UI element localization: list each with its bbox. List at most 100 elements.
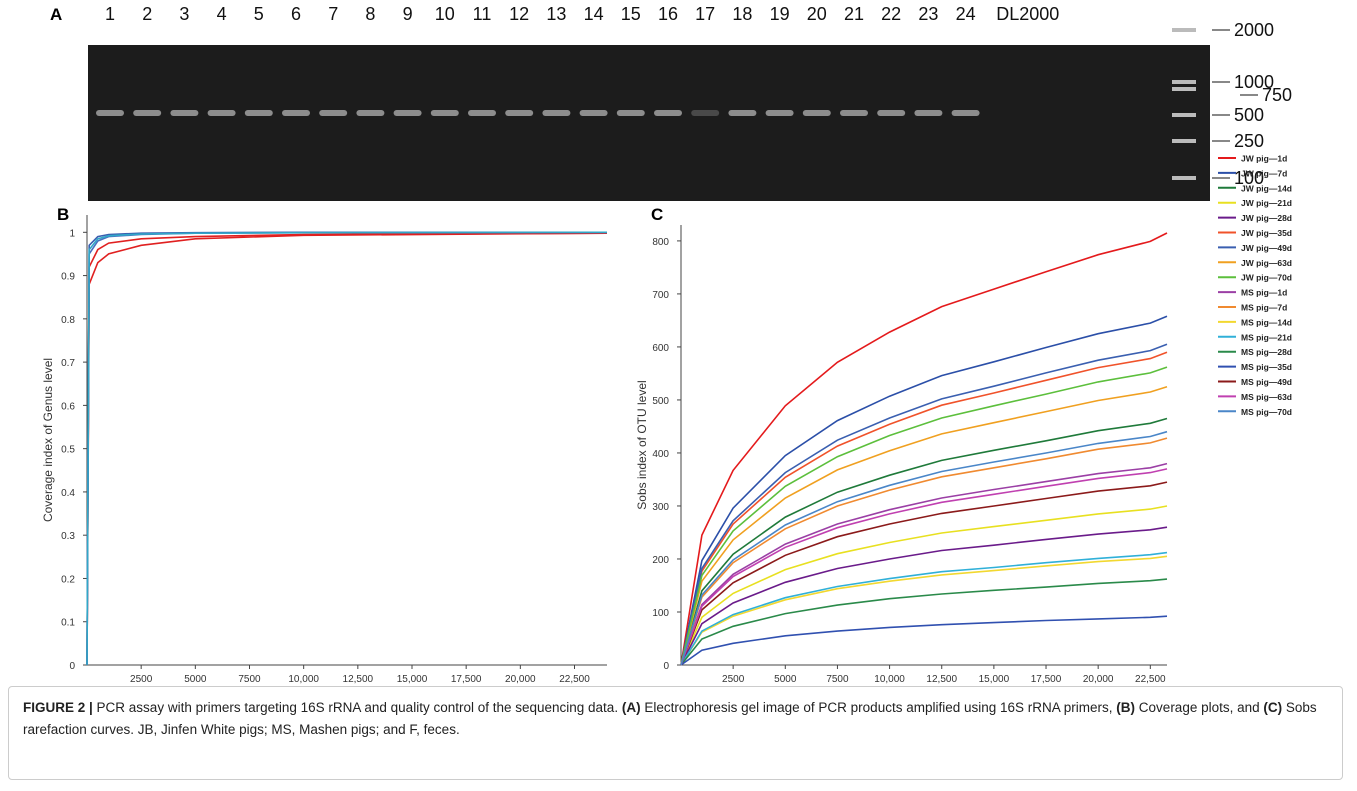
lane-label: 6 [291,4,301,24]
legend-label: MS pig—70d [1241,407,1292,417]
series-line [681,352,1167,665]
ladder-band [1172,176,1196,180]
gel-band [468,110,496,116]
gel-band [542,110,570,116]
legend-label: JW pig—21d [1241,198,1292,208]
lane-label: 1 [105,4,115,24]
y-tick-label: 300 [652,502,669,513]
gel-band [580,110,608,116]
gel-band [208,110,236,116]
caption-ref: (A) [622,700,641,715]
gel-band [914,110,942,116]
y-tick-label: 700 [652,290,669,301]
y-axis-label: Coverage index of Genus level [41,358,55,522]
lane-label: 15 [621,4,641,24]
y-tick-label: 0 [663,661,669,672]
caption-ref: (B) [1116,700,1135,715]
gel-band [319,110,347,116]
x-tick-label: 7500 [238,674,261,685]
gel-band [282,110,310,116]
series-line [681,387,1167,665]
legend-label: JW pig—63d [1241,258,1292,268]
gel-band [245,110,273,116]
x-tick-label: 5000 [774,674,797,685]
legend-label: JW pig—14d [1241,183,1292,193]
x-tick-label: 2500 [722,674,745,685]
y-tick-label: 1 [69,228,75,239]
lane-label: 23 [918,4,938,24]
lane-label: 18 [732,4,752,24]
y-tick-label: 0.6 [61,401,75,412]
legend-label: MS pig—1d [1241,288,1287,298]
y-axis-label: Sobs index of OTU level [635,380,649,509]
lane-label: 12 [509,4,529,24]
lane-label: 3 [179,4,189,24]
gel-band [840,110,868,116]
gel-band [133,110,161,116]
gel-band [766,110,794,116]
lane-label: 16 [658,4,678,24]
lane-label: 10 [435,4,455,24]
y-tick-label: 400 [652,449,669,460]
ladder-band [1172,139,1196,143]
lane-label: 19 [770,4,790,24]
ladder-label: 250 [1234,131,1264,151]
series-line [681,579,1167,665]
y-tick-label: 600 [652,343,669,354]
gel-band [803,110,831,116]
gel-band [96,110,124,116]
y-tick-label: 0.1 [61,618,75,629]
ladder-band [1172,28,1196,32]
series-line [87,232,607,665]
x-tick-label: 15,000 [397,674,428,685]
series-line [87,233,607,665]
series-line [681,419,1167,666]
panel-label: C [651,205,663,224]
lane-label: 21 [844,4,864,24]
x-tick-label: 2500 [130,674,153,685]
y-tick-label: 500 [652,396,669,407]
lane-label: 24 [956,4,976,24]
ladder-band [1172,87,1196,91]
x-tick-label: 5000 [184,674,207,685]
legend-label: JW pig—35d [1241,228,1292,238]
lane-label: 2 [142,4,152,24]
y-tick-label: 0.4 [61,488,75,499]
ladder-band [1172,80,1196,84]
x-tick-label: 12,500 [343,674,374,685]
ladder-label: 500 [1234,105,1264,125]
legend-label: MS pig—49d [1241,377,1292,387]
lane-label: 22 [881,4,901,24]
lane-label: 13 [546,4,566,24]
gel-band [394,110,422,116]
y-tick-label: 200 [652,555,669,566]
caption-label: FIGURE 2 | [23,700,93,715]
gel-band [877,110,905,116]
series-line [681,506,1167,665]
x-tick-label: 7500 [826,674,849,685]
x-tick-label: 20,000 [1083,674,1114,685]
y-tick-label: 0.5 [61,445,75,456]
lane-label: 17 [695,4,715,24]
gel-band [431,110,459,116]
lane-label: 4 [217,4,227,24]
y-tick-label: 0 [69,661,75,672]
y-tick-label: 0.9 [61,272,75,283]
series-line [681,438,1167,665]
y-tick-label: 0.8 [61,315,75,326]
ladder-label: 2000 [1234,20,1274,40]
y-tick-label: 800 [652,237,669,248]
legend-label: JW pig—7d [1241,168,1287,178]
caption-text: Coverage plots, and [1135,700,1263,715]
lane-label: 11 [473,4,492,24]
ladder-label: 750 [1262,85,1292,105]
legend-label: MS pig—14d [1241,317,1292,327]
x-tick-label: 10,000 [874,674,905,685]
caption-text: PCR assay with primers targeting 16S rRN… [93,700,622,715]
x-tick-label: 12,500 [926,674,957,685]
legend-label: MS pig—35d [1241,362,1292,372]
figure: A 12345678910111213141516171819202122232… [0,0,1357,791]
panel-label: A [50,5,62,24]
legend-label: MS pig—7d [1241,303,1287,313]
